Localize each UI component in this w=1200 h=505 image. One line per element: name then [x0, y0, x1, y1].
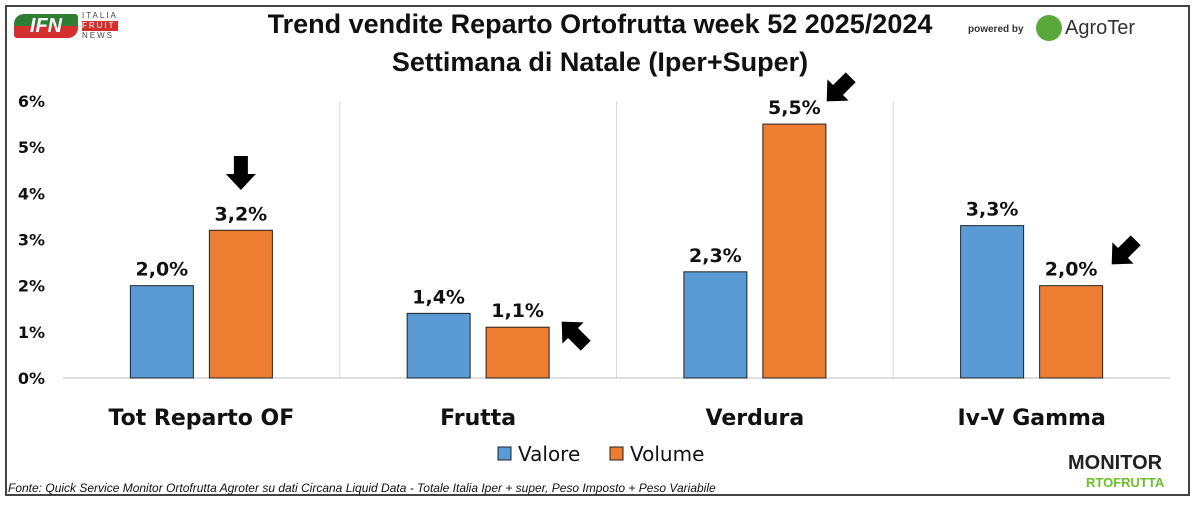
bar-valore: [683, 271, 748, 379]
arrow-down-left-icon: [826, 72, 856, 102]
legend-label: Volume: [630, 442, 704, 466]
chart-subtitle: Settimana di Natale (Iper+Super): [391, 47, 809, 77]
arrow-down-icon: [225, 156, 256, 190]
chart-title: Trend vendite Reparto Ortofrutta week 52…: [267, 9, 933, 39]
arrow-shape: [225, 156, 256, 190]
legend-swatch-volume: [609, 446, 624, 461]
arrow-shape: [1111, 235, 1141, 265]
x-tick-label: Frutta: [440, 406, 516, 431]
y-tick-label: 5%: [18, 138, 45, 157]
legend-label: Valore: [518, 442, 580, 466]
tree-icon: [1036, 15, 1062, 41]
agroter-logo: AgroTer: [1036, 15, 1135, 41]
bar-valore: [406, 312, 471, 379]
monitor-ortofrutta-logo: MONITOR RTOFRUTTA: [1068, 452, 1165, 490]
bar-volume: [762, 123, 827, 379]
bar-volume: [485, 326, 550, 379]
legend-swatch-valore: [497, 446, 512, 461]
y-tick-label: 4%: [18, 184, 45, 203]
bar-volume: [1039, 285, 1104, 379]
x-tick-label: Iv-V Gamma: [957, 406, 1105, 431]
x-tick-label: Tot Reparto OF: [109, 406, 295, 431]
data-label: 2,0%: [1045, 259, 1098, 281]
y-tick-label: 1%: [18, 323, 45, 342]
y-tick-label: 3%: [18, 231, 45, 250]
data-label: 2,3%: [689, 245, 742, 267]
data-label: 5,5%: [768, 97, 821, 119]
chart-frame: [5, 5, 1190, 496]
data-label: 1,4%: [412, 286, 465, 308]
bar-volume: [208, 229, 273, 379]
arrow-shape: [561, 321, 591, 351]
y-tick-label: 0%: [18, 369, 45, 388]
arrow-shape: [826, 72, 856, 102]
y-tick-label: 6%: [18, 92, 45, 111]
data-label: 3,2%: [215, 203, 268, 225]
y-tick-label: 2%: [18, 277, 45, 296]
bar-valore: [129, 285, 194, 379]
x-tick-label: Verdura: [706, 406, 805, 431]
bar-valore: [960, 225, 1025, 379]
powered-by-label: powered by: [968, 24, 1024, 35]
data-label: 2,0%: [136, 259, 189, 281]
arrow-up-left-icon: [561, 321, 591, 351]
ifn-logo: IFN ITALIA FRUIT NEWS: [14, 11, 118, 41]
data-label: 3,3%: [966, 199, 1019, 221]
data-label: 1,1%: [491, 300, 544, 322]
source-note: Fonte: Quick Service Monitor Ortofrutta …: [8, 481, 716, 495]
arrow-down-left-icon: [1111, 235, 1141, 265]
